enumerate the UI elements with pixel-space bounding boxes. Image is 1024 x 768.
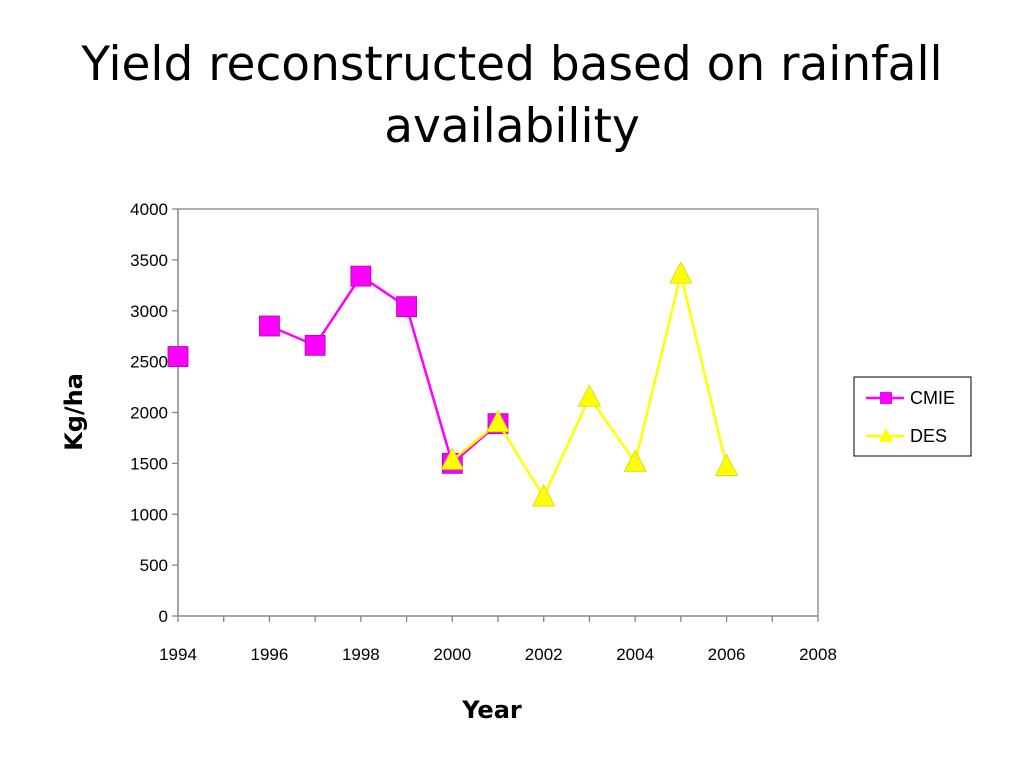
x-tick-label: 2000 xyxy=(433,645,471,664)
data-point-cmie xyxy=(304,334,326,356)
series-layer xyxy=(167,261,739,507)
x-tick-label: 2004 xyxy=(616,645,654,664)
y-axis: 0 500 1000 1500 2000 2500 3000 3500 4000 xyxy=(130,200,179,626)
legend-marker-des xyxy=(879,428,893,442)
data-point-des xyxy=(532,484,556,507)
legend-label-des: DES xyxy=(910,426,947,446)
x-axis: 1994 1996 1998 2000 2002 2004 2006 2008 xyxy=(159,615,837,664)
data-point-des xyxy=(669,261,693,284)
series-des xyxy=(440,261,739,507)
data-point-des xyxy=(623,449,647,472)
series-line-cmie xyxy=(268,274,499,466)
x-tick-label: 2008 xyxy=(799,645,837,664)
y-tick-label: 2000 xyxy=(130,404,168,423)
series-cmie xyxy=(167,265,509,474)
data-point-des xyxy=(486,409,510,433)
x-tick-label: 2006 xyxy=(708,645,746,664)
data-point-cmie xyxy=(350,265,372,287)
legend-box xyxy=(853,376,972,457)
data-point-cmie xyxy=(167,346,189,367)
x-axis-title: Year xyxy=(461,696,522,724)
legend-label-cmie: CMIE xyxy=(910,388,955,408)
data-point-des xyxy=(577,384,602,407)
y-axis-title: Kg/ha xyxy=(60,373,88,451)
x-tick-label: 1994 xyxy=(159,645,197,664)
x-tick-label: 1996 xyxy=(251,645,289,664)
x-tick-label: 2002 xyxy=(525,645,563,664)
data-point-des xyxy=(440,447,464,470)
y-tick-label: 2500 xyxy=(130,353,168,372)
y-tick-label: 500 xyxy=(140,556,168,575)
y-tick-label: 3500 xyxy=(130,251,168,270)
legend-marker-cmie xyxy=(880,392,892,404)
slide-title: Yield reconstructed based on rainfall av… xyxy=(81,37,943,154)
y-tick-label: 4000 xyxy=(130,200,168,219)
data-point-des xyxy=(714,453,739,476)
x-tick-label: 1998 xyxy=(342,645,380,664)
data-point-cmie xyxy=(259,315,280,337)
y-tick-label: 1000 xyxy=(130,505,168,524)
y-tick-label: 0 xyxy=(159,607,168,626)
y-tick-label: 1500 xyxy=(130,454,168,473)
legend: CMIE DES xyxy=(853,376,972,457)
data-point-cmie xyxy=(396,296,417,318)
y-tick-label: 3000 xyxy=(130,302,168,321)
